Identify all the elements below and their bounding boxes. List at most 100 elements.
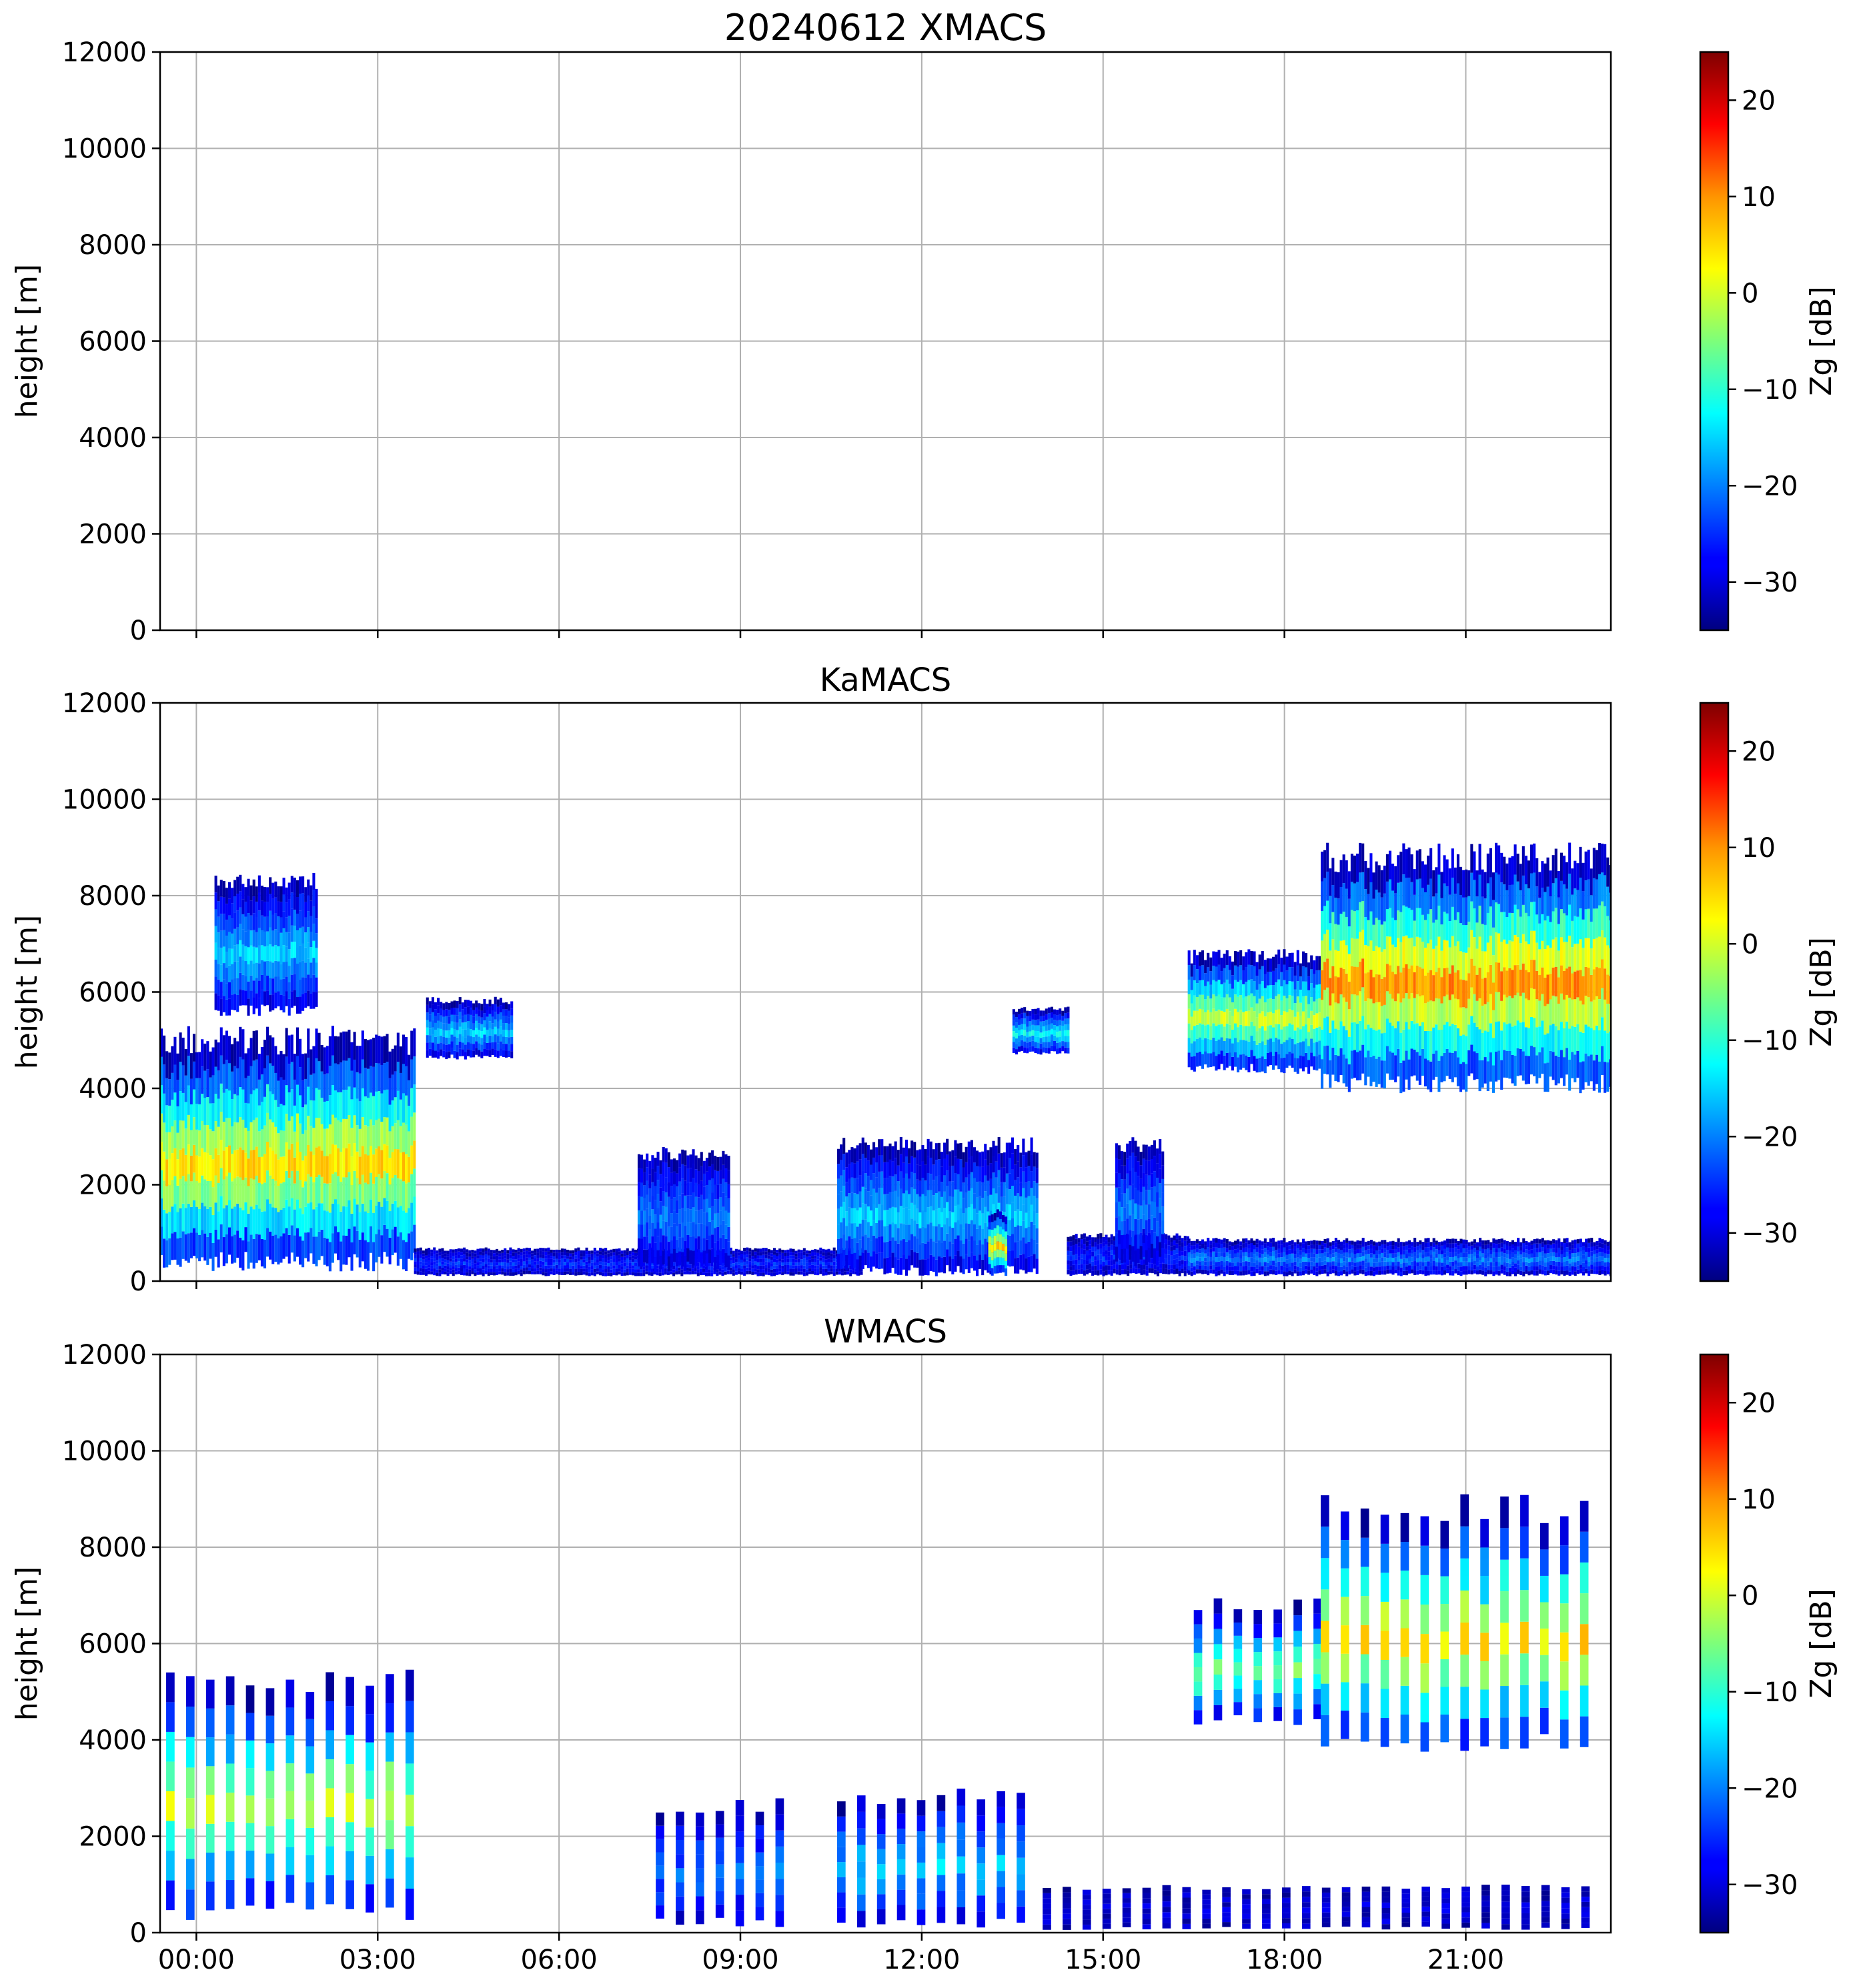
echo-cell xyxy=(1291,1053,1294,1068)
echo-cell xyxy=(334,1199,338,1226)
y-tick-label: 6000 xyxy=(79,327,147,357)
echo-cell xyxy=(626,1272,629,1276)
echo-cell xyxy=(748,1258,752,1262)
echo-cell xyxy=(1015,1012,1018,1018)
echo-cell xyxy=(778,1268,782,1272)
echo-cell xyxy=(853,1252,856,1268)
echo-cell xyxy=(225,999,228,1016)
echo-cell xyxy=(512,1262,515,1266)
echo-cell xyxy=(814,1249,817,1252)
echo-cell xyxy=(1159,1198,1162,1213)
echo-cell xyxy=(468,1266,472,1270)
echo-cell xyxy=(1077,1246,1081,1252)
echo-cell xyxy=(645,1265,648,1268)
echo-cell xyxy=(249,885,253,901)
echo-cell xyxy=(1134,1140,1137,1157)
echo-cell xyxy=(227,1172,231,1200)
echo-cell xyxy=(326,1211,329,1239)
echo-cell xyxy=(1269,958,1273,972)
echo-cell xyxy=(249,1066,253,1094)
echo-cell xyxy=(759,1255,762,1259)
echo-cell xyxy=(1023,1018,1027,1024)
echo-cell xyxy=(508,1024,511,1031)
echo-cell xyxy=(388,1051,392,1078)
echo-cell xyxy=(402,1034,406,1064)
echo-cell xyxy=(727,1198,730,1213)
echo-cell xyxy=(988,1229,991,1236)
echo-cell xyxy=(1089,1240,1092,1245)
echo-cell xyxy=(1181,1242,1184,1247)
echo-cell xyxy=(504,1251,507,1256)
echo-cell xyxy=(875,1177,878,1193)
echo-cell xyxy=(672,1265,676,1270)
echo-cell xyxy=(979,1254,982,1270)
echo-cell xyxy=(431,1027,434,1035)
echo-cell xyxy=(437,1043,440,1052)
echo-cell xyxy=(499,1034,502,1042)
echo-cell xyxy=(588,1272,591,1276)
echo-cell xyxy=(778,1252,782,1255)
echo-cell xyxy=(539,1257,542,1261)
echo-cell xyxy=(530,1268,534,1272)
echo-cell xyxy=(580,1253,583,1257)
echo-cell xyxy=(918,1228,922,1244)
echo-cell xyxy=(260,1184,263,1212)
echo-cell xyxy=(1377,1002,1381,1030)
echo-cell xyxy=(287,1064,291,1093)
echo-cell xyxy=(1121,1264,1125,1270)
echo-cell xyxy=(307,942,310,959)
echo-cell xyxy=(298,1236,302,1265)
echo-cell xyxy=(438,1266,442,1270)
echo-cell xyxy=(514,1259,518,1263)
echo-cell xyxy=(1099,1259,1103,1264)
echo-cell xyxy=(1165,1254,1168,1259)
echo-cell xyxy=(656,1272,659,1276)
echo-cell xyxy=(442,1050,446,1058)
echo-cell xyxy=(492,1253,496,1256)
echo-cell xyxy=(714,1156,717,1170)
echo-cell xyxy=(722,1234,725,1249)
echo-cell xyxy=(290,1143,293,1171)
echo-cell xyxy=(414,1254,417,1258)
echo-cell xyxy=(236,944,239,962)
echo-cell xyxy=(648,1174,652,1188)
echo-cell xyxy=(996,1233,999,1242)
echo-cell xyxy=(1326,958,1329,988)
echo-cell xyxy=(872,1220,876,1236)
echo-cell xyxy=(1217,1054,1221,1070)
echo-cell xyxy=(702,1173,706,1187)
echo-cell xyxy=(298,928,302,946)
echo-cell xyxy=(449,1261,452,1265)
echo-cell xyxy=(483,1020,486,1028)
echo-cell xyxy=(610,1262,613,1266)
echo-cell xyxy=(642,1266,646,1270)
echo-cell xyxy=(449,1255,452,1259)
echo-cell xyxy=(819,1267,822,1271)
echo-cell xyxy=(498,1262,502,1266)
echo-cell xyxy=(1107,1246,1111,1252)
echo-cell xyxy=(694,1271,697,1274)
echo-cell xyxy=(495,1272,499,1275)
echo-cell xyxy=(236,1176,239,1204)
echo-cell xyxy=(528,1267,531,1271)
echo-cell xyxy=(751,1268,754,1272)
echo-cell xyxy=(1207,981,1210,996)
echo-cell xyxy=(520,1248,523,1252)
echo-cell xyxy=(419,1261,422,1265)
echo-cell xyxy=(623,1262,626,1266)
echo-cell xyxy=(811,1249,814,1253)
echo-cell xyxy=(762,1251,765,1255)
echo-cell xyxy=(921,1161,924,1178)
echo-cell xyxy=(811,1268,814,1271)
echo-cell xyxy=(1415,994,1419,1024)
echo-cell xyxy=(996,1257,999,1266)
echo-cell xyxy=(1385,854,1389,882)
echo-cell xyxy=(474,1253,477,1257)
echo-cell xyxy=(1323,1046,1327,1074)
echo-cell xyxy=(1178,1240,1181,1246)
echo-cell xyxy=(266,990,269,1006)
echo-cell xyxy=(1181,1238,1184,1242)
echo-cell xyxy=(436,1256,439,1260)
echo-cell xyxy=(241,944,245,960)
echo-cell xyxy=(517,1258,520,1262)
